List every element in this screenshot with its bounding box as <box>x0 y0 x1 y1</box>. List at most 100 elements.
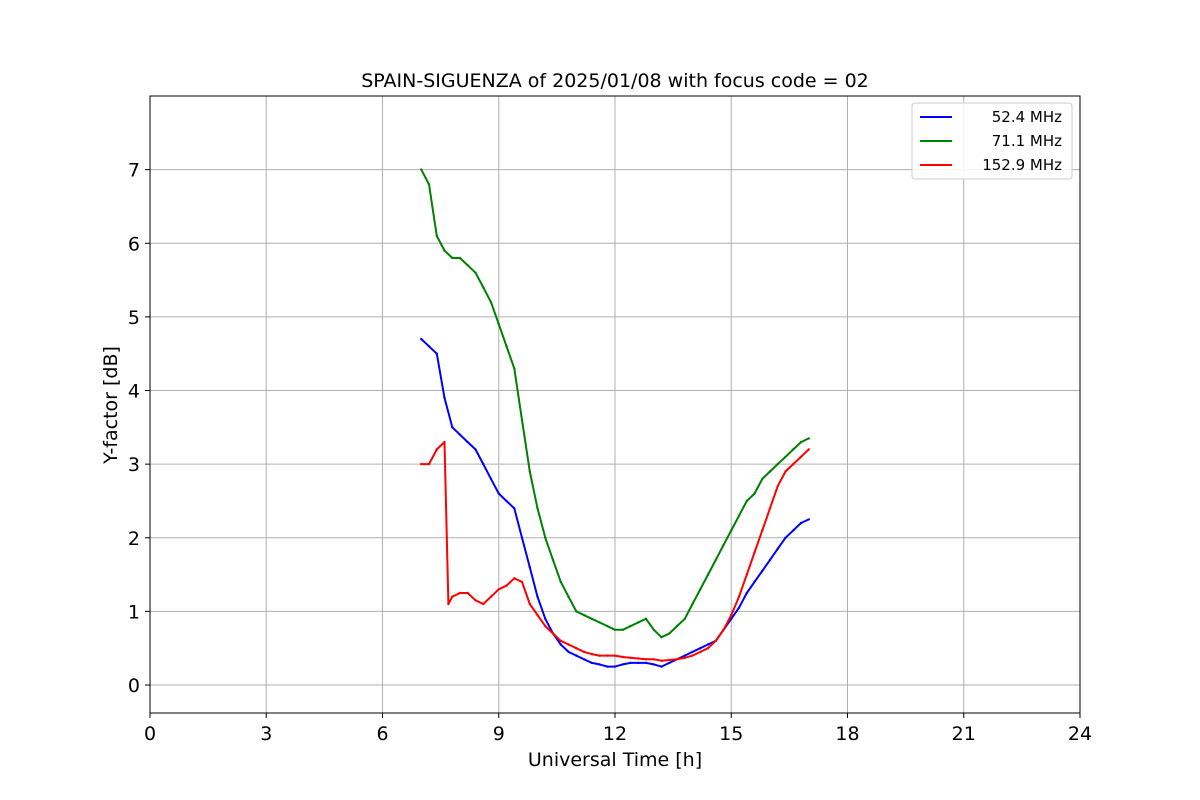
data-point <box>706 643 710 646</box>
data-point <box>451 426 454 429</box>
data-point <box>792 448 795 451</box>
data-point <box>435 448 438 451</box>
data-point <box>513 367 516 370</box>
data-point <box>489 595 493 598</box>
chart-title: SPAIN-SIGUENZA of 2025/01/08 with focus … <box>361 70 869 92</box>
data-point <box>644 617 648 620</box>
data-point <box>699 588 702 591</box>
data-point <box>497 492 500 495</box>
x-tick-label: 21 <box>952 723 976 745</box>
legend-label-0: 52.4 MHz <box>992 108 1062 126</box>
data-point <box>544 624 547 628</box>
data-point <box>606 624 609 628</box>
data-point <box>435 352 438 355</box>
data-point <box>567 643 570 646</box>
data-point <box>799 521 803 525</box>
x-tick-label: 24 <box>1068 723 1092 745</box>
data-point <box>590 652 593 656</box>
data-point <box>551 632 555 635</box>
data-point <box>489 477 493 481</box>
data-point <box>536 595 539 598</box>
data-point <box>582 658 586 661</box>
data-point <box>590 661 593 665</box>
data-point <box>792 529 795 532</box>
data-point <box>768 470 772 473</box>
data-point <box>660 665 663 668</box>
data-point <box>714 558 717 562</box>
data-point <box>799 455 803 458</box>
data-point <box>683 654 686 657</box>
y-tick-label: 0 <box>128 675 140 697</box>
data-point <box>745 573 748 576</box>
data-point <box>652 658 655 661</box>
data-point <box>629 661 632 665</box>
y-tick-label: 7 <box>128 160 140 182</box>
data-point <box>482 462 485 466</box>
data-point <box>776 462 779 466</box>
data-point <box>807 437 810 440</box>
data-point <box>652 663 655 666</box>
data-point <box>753 551 756 554</box>
data-point <box>582 650 586 654</box>
data-point <box>443 396 446 400</box>
data-point <box>776 485 779 488</box>
y-tick-label: 4 <box>128 381 140 403</box>
data-point <box>652 628 655 631</box>
data-point <box>559 639 562 642</box>
data-point <box>737 606 741 609</box>
legend-label-2: 152.9 MHz <box>982 156 1062 174</box>
data-point <box>567 650 570 654</box>
x-axis-label: Universal Time [h] <box>528 749 702 771</box>
data-point <box>621 628 624 631</box>
y-tick-label: 1 <box>128 601 140 623</box>
data-point <box>606 654 609 657</box>
data-point <box>621 655 624 659</box>
data-point <box>536 613 539 617</box>
data-point <box>761 529 764 532</box>
data-point <box>691 654 694 657</box>
data-point <box>761 569 764 573</box>
y-tick-label: 6 <box>128 233 140 255</box>
data-point <box>683 617 686 620</box>
data-point <box>637 661 640 665</box>
data-point <box>745 499 748 503</box>
series-lines <box>420 168 810 668</box>
data-point <box>420 168 423 171</box>
data-point <box>551 558 555 562</box>
data-point <box>590 617 593 620</box>
data-point <box>784 470 787 473</box>
data-point <box>598 663 601 666</box>
data-point <box>451 256 454 260</box>
data-point <box>420 462 423 466</box>
data-point <box>675 624 679 628</box>
data-point <box>730 613 733 617</box>
data-point <box>528 470 531 473</box>
data-point <box>730 529 733 532</box>
data-point <box>629 656 632 659</box>
data-point <box>792 462 795 466</box>
data-point <box>691 602 694 606</box>
data-point <box>598 654 601 657</box>
data-point <box>722 628 725 631</box>
data-point <box>807 518 810 521</box>
data-point <box>575 610 578 613</box>
data-point <box>644 658 648 661</box>
data-point <box>458 591 462 595</box>
data-point <box>799 440 803 444</box>
data-point <box>784 455 787 458</box>
data-point <box>575 654 578 657</box>
data-point <box>536 507 539 510</box>
data-point <box>528 566 531 569</box>
data-point <box>520 580 524 584</box>
data-point <box>458 256 462 260</box>
data-point <box>466 264 469 267</box>
data-point <box>443 440 446 444</box>
data-point <box>505 499 508 503</box>
data-point <box>497 588 500 591</box>
legend-box <box>911 102 1073 180</box>
data-point <box>505 345 508 348</box>
data-point <box>513 507 516 510</box>
data-point <box>699 650 702 654</box>
data-point <box>513 577 516 580</box>
